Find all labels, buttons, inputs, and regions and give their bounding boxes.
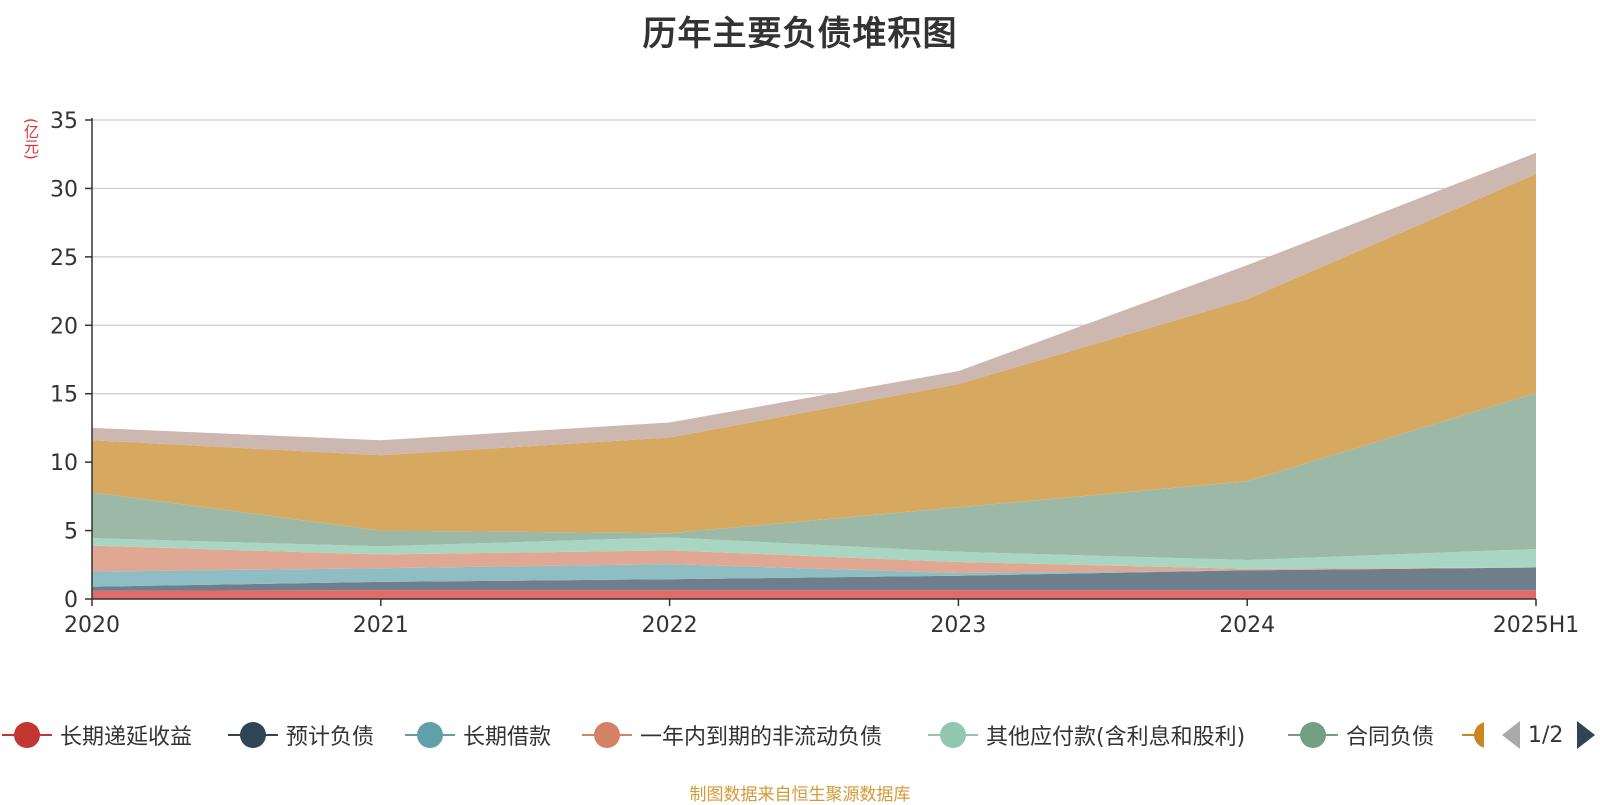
area-一年内到期的非流动负债[interactable] xyxy=(92,545,1536,573)
y-tick-label: 25 xyxy=(50,246,78,271)
legend-marker-icon xyxy=(405,722,455,748)
y-tick-label: 15 xyxy=(50,383,78,408)
x-tick-label: 2020 xyxy=(64,613,120,638)
legend-page-indicator: 1/2 xyxy=(1528,722,1564,748)
legend-label: 其他应付款(含利息和股利) xyxy=(986,725,1246,750)
legend-marker-icon xyxy=(1288,722,1338,748)
chart-title: 历年主要负债堆积图 xyxy=(642,14,958,54)
area-series xyxy=(92,152,1536,599)
legend-prev-page-icon[interactable] xyxy=(1502,721,1520,749)
legend-item[interactable]: 一年内到期的非流动负债 xyxy=(582,718,882,752)
legend-next-page-icon[interactable] xyxy=(1577,721,1596,749)
legend-item[interactable]: 长期递延收益 xyxy=(2,718,192,752)
legend-marker-icon xyxy=(228,722,278,748)
legend-item[interactable]: 长期借款 xyxy=(405,718,551,752)
legend-item-partial[interactable] xyxy=(1462,718,1484,752)
legend-marker-icon xyxy=(582,722,632,748)
data-source-note: 制图数据来自恒生聚源数据库 xyxy=(689,785,911,805)
legend-label: 长期借款 xyxy=(463,725,552,750)
area-长期递延收益[interactable] xyxy=(92,590,1536,599)
legend: 长期递延收益 预计负债 长期借款 一年内到期的非流动负债 其他应付款(含利息和股利) 合同… xyxy=(0,718,1600,752)
x-tick-label: 2024 xyxy=(1219,613,1275,638)
x-tick-label: 2021 xyxy=(353,613,409,638)
x-tick-label: 2025H1 xyxy=(1493,613,1580,638)
x-tick-label: 2023 xyxy=(930,613,986,638)
legend-label: 预计负债 xyxy=(286,725,375,750)
legend-item[interactable]: 其他应付款(含利息和股利) xyxy=(928,718,1245,752)
y-tick-label: 20 xyxy=(50,314,78,339)
legend-item[interactable]: 预计负债 xyxy=(228,718,374,752)
y-tick-label: 10 xyxy=(50,451,78,476)
y-tick-label: 35 xyxy=(50,109,78,134)
axes: 0 5 10 15 20 25 30 35 2020 2021 2022 2023 2024 2025H1 xyxy=(50,109,1579,638)
area-预计负债[interactable] xyxy=(92,567,1536,591)
legend-label: 一年内到期的非流动负债 xyxy=(640,725,883,750)
y-axis-unit-label: (亿元) xyxy=(22,118,40,160)
area-其他应付款(含利息和股利)[interactable] xyxy=(92,537,1536,569)
area-应付账款[interactable] xyxy=(92,174,1536,534)
legend-label: 合同负债 xyxy=(1346,725,1435,750)
y-tick-label: 0 xyxy=(64,588,78,613)
legend-item[interactable]: 合同负债 xyxy=(1288,718,1434,752)
area-合同负债[interactable] xyxy=(92,393,1536,560)
y-tick-label: 30 xyxy=(50,177,78,202)
legend-marker-icon xyxy=(1462,722,1484,748)
legend-label: 长期递延收益 xyxy=(60,725,193,750)
legend-pager: 1/2 xyxy=(1502,718,1596,752)
legend-marker-icon xyxy=(2,722,52,748)
stacked-area-chart: 0 5 10 15 20 25 30 35 2020 2021 2022 2023 2024 2025H1 xyxy=(50,109,1579,638)
x-tick-label: 2022 xyxy=(642,613,698,638)
y-tick-label: 5 xyxy=(64,520,78,545)
area-长期借款[interactable] xyxy=(92,564,1536,587)
legend-marker-icon xyxy=(928,722,978,748)
